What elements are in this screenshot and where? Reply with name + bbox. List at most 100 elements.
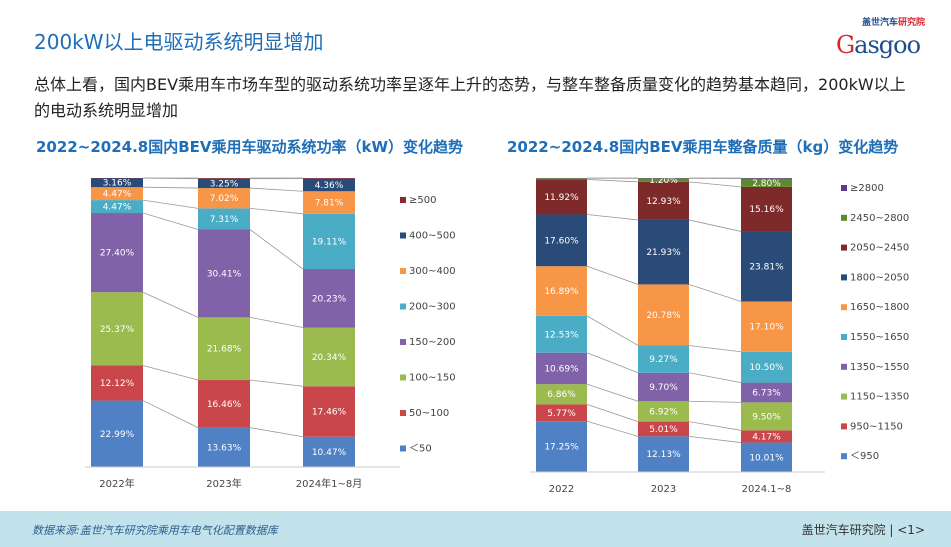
- data-label: 12.12%: [100, 379, 135, 389]
- bar-segment: [91, 292, 143, 366]
- bar-segment: [303, 327, 355, 387]
- legend-swatch: [841, 334, 847, 340]
- connector-line: [688, 284, 742, 302]
- connector-line: [688, 181, 742, 188]
- data-label: 5.77%: [547, 409, 576, 419]
- connector-line: [688, 421, 742, 431]
- footer: 数据来源:盖世汽车研究院乘用车电气化配置数据库 盖世汽车研究院 | <1>: [0, 511, 951, 547]
- bar-segment: [741, 382, 792, 403]
- connector-line: [586, 383, 639, 402]
- bar-segment: [638, 421, 689, 437]
- data-label: 17.10%: [749, 323, 784, 333]
- connector-line: [142, 291, 199, 318]
- footer-org-page: 盖世汽车研究院 | <1>: [801, 523, 925, 537]
- bar-segment: [303, 436, 355, 467]
- bar-segment: [741, 231, 792, 302]
- data-label: 6.92%: [649, 407, 678, 417]
- bar-segment: [303, 386, 355, 437]
- data-label: 27.40%: [100, 249, 135, 259]
- bar-segment: [303, 191, 355, 214]
- bar-segment: [536, 179, 587, 215]
- data-label: 5.01%: [649, 425, 678, 435]
- connector-line: [586, 214, 639, 221]
- data-label: 9.50%: [752, 412, 781, 422]
- bar-segment: [91, 187, 143, 201]
- data-label: 17.25%: [544, 443, 579, 453]
- legend-label: 1550~1650: [850, 332, 909, 343]
- legend-swatch: [400, 410, 406, 416]
- bar-segment: [536, 214, 587, 267]
- x-tick-label: 2022: [549, 484, 574, 495]
- bar-segment: [198, 178, 250, 179]
- legend-label: 100~150: [409, 373, 456, 384]
- bar-segment: [536, 352, 587, 385]
- legend-label: 2450~2800: [850, 213, 909, 224]
- x-tick-label: 2023: [651, 484, 676, 495]
- connector-line: [688, 345, 742, 353]
- data-label: 16.46%: [207, 400, 242, 410]
- connector-line: [142, 400, 199, 428]
- bar-segment: [638, 345, 689, 373]
- data-label: 4.47%: [103, 190, 132, 200]
- data-label: 16.89%: [544, 287, 579, 297]
- logo-cn: 盖世汽车研究院: [862, 18, 926, 28]
- legend-label: 1150~1350: [850, 392, 909, 403]
- legend-label: ＜950: [850, 451, 879, 462]
- bar-segment: [536, 178, 587, 180]
- data-label: 7.81%: [315, 199, 344, 209]
- bar-segment: [91, 200, 143, 214]
- data-label: 11.92%: [544, 193, 579, 203]
- bar-segment: [741, 430, 792, 443]
- legend-label: 950~1150: [850, 421, 903, 432]
- bar-segment: [638, 284, 689, 346]
- connector-line: [688, 435, 742, 443]
- bar-segment: [741, 402, 792, 431]
- bar-segment: [91, 400, 143, 467]
- summary-text: 总体上看，国内BEV乘用车市场车型的驱动系统功率呈逐年上升的态势，与整车整备质量…: [34, 75, 906, 120]
- bar-segment: [638, 178, 689, 182]
- data-label: 19.11%: [312, 237, 347, 247]
- legend-swatch: [841, 274, 847, 281]
- legend-label: ＜50: [409, 444, 432, 455]
- connector-line: [586, 179, 639, 183]
- legend-swatch: [841, 244, 847, 251]
- connector-line: [586, 265, 639, 285]
- data-source: 数据来源:盖世汽车研究院乘用车电气化配置数据库: [32, 524, 278, 537]
- bar-segment: [303, 178, 355, 192]
- bar-segment: [91, 213, 143, 293]
- legend-label: ≥500: [409, 195, 436, 206]
- bar-segment: [741, 442, 792, 472]
- legend-label: 1800~2050: [850, 272, 909, 283]
- data-label: 6.73%: [752, 388, 781, 398]
- legend-label: 300~400: [409, 266, 456, 277]
- data-label: 7.02%: [210, 194, 239, 204]
- connector-line: [586, 352, 639, 374]
- legend-swatch: [400, 374, 406, 381]
- connector-line: [249, 316, 304, 328]
- legend-swatch: [400, 445, 406, 452]
- connector-line: [142, 186, 199, 189]
- x-tick-label: 2022年: [99, 477, 134, 490]
- legend-swatch: [400, 303, 406, 310]
- bar-segment: [638, 181, 689, 220]
- page-title: 200kW以上电驱动系统明显增加: [34, 30, 324, 54]
- bar-segment: [303, 213, 355, 270]
- data-label: 17.46%: [312, 408, 347, 418]
- connector-line: [688, 219, 742, 232]
- legend-label: 400~500: [409, 231, 456, 242]
- connector-line: [249, 427, 304, 438]
- legend-swatch: [400, 197, 406, 203]
- data-label: 21.68%: [207, 345, 242, 355]
- bar-segment: [198, 178, 250, 189]
- legend-label: 2050~2450: [850, 243, 909, 254]
- bar-segment: [198, 427, 250, 467]
- data-label: 20.34%: [312, 353, 347, 363]
- legend-swatch: [841, 393, 847, 400]
- data-label: 6.86%: [547, 390, 576, 400]
- bar-segment: [638, 401, 689, 422]
- connector-line: [688, 400, 742, 403]
- data-label: 4.36%: [315, 181, 344, 191]
- legend-label: 150~200: [409, 337, 456, 348]
- data-label: 7.31%: [210, 215, 239, 225]
- data-label: 12.53%: [544, 330, 579, 340]
